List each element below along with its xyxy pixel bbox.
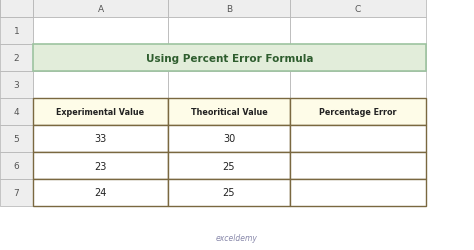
Bar xyxy=(290,152,426,179)
Bar xyxy=(168,45,290,72)
Bar xyxy=(0,0,33,18)
Bar xyxy=(33,179,168,206)
Text: 2: 2 xyxy=(14,54,19,63)
Text: 3: 3 xyxy=(14,81,19,90)
Bar xyxy=(0,18,33,45)
Text: B: B xyxy=(226,4,232,14)
Bar xyxy=(168,152,290,179)
Bar xyxy=(168,179,290,206)
Bar xyxy=(33,98,168,126)
Bar xyxy=(33,152,168,179)
Text: Percentage Error: Percentage Error xyxy=(319,108,397,116)
Bar xyxy=(0,45,33,72)
Bar xyxy=(0,179,33,206)
Text: 4: 4 xyxy=(14,108,19,116)
Bar xyxy=(168,98,290,126)
Bar xyxy=(290,45,426,72)
Text: 25: 25 xyxy=(223,161,235,171)
Bar xyxy=(0,0,33,18)
Bar xyxy=(290,179,426,206)
Text: 1: 1 xyxy=(14,27,19,36)
Bar xyxy=(33,179,168,206)
Bar xyxy=(0,126,33,152)
Bar xyxy=(33,126,168,152)
Bar xyxy=(33,18,168,45)
Text: 24: 24 xyxy=(94,188,107,198)
Bar xyxy=(290,152,426,179)
Bar xyxy=(290,126,426,152)
Bar xyxy=(168,126,290,152)
Bar xyxy=(168,152,290,179)
Bar xyxy=(290,18,426,45)
Text: 25: 25 xyxy=(223,188,235,198)
Text: Using Percent Error Formula: Using Percent Error Formula xyxy=(146,53,313,63)
Bar xyxy=(290,0,426,18)
Bar xyxy=(33,152,168,179)
Text: 7: 7 xyxy=(14,188,19,197)
Text: 6: 6 xyxy=(14,161,19,170)
Bar xyxy=(290,72,426,99)
Bar xyxy=(33,45,168,72)
Text: C: C xyxy=(355,4,361,14)
Bar xyxy=(168,126,290,152)
Bar xyxy=(290,98,426,126)
Bar xyxy=(0,98,33,126)
Bar xyxy=(168,179,290,206)
Text: 33: 33 xyxy=(94,134,107,144)
Bar xyxy=(33,45,426,72)
Bar xyxy=(33,98,168,126)
Bar xyxy=(168,98,290,126)
Bar xyxy=(33,72,168,99)
Bar xyxy=(168,72,290,99)
Bar xyxy=(33,0,168,18)
Bar xyxy=(0,152,33,179)
Text: Theoritical Value: Theoritical Value xyxy=(191,108,267,116)
Bar xyxy=(290,98,426,126)
Bar xyxy=(290,179,426,206)
Text: 5: 5 xyxy=(14,134,19,143)
Bar xyxy=(0,72,33,99)
Text: exceldemy: exceldemy xyxy=(216,233,258,242)
Text: 30: 30 xyxy=(223,134,235,144)
Text: A: A xyxy=(98,4,103,14)
Text: Experimental Value: Experimental Value xyxy=(56,108,145,116)
Bar xyxy=(168,0,290,18)
Bar xyxy=(33,126,168,152)
Text: 23: 23 xyxy=(94,161,107,171)
Bar xyxy=(168,18,290,45)
Bar xyxy=(290,126,426,152)
